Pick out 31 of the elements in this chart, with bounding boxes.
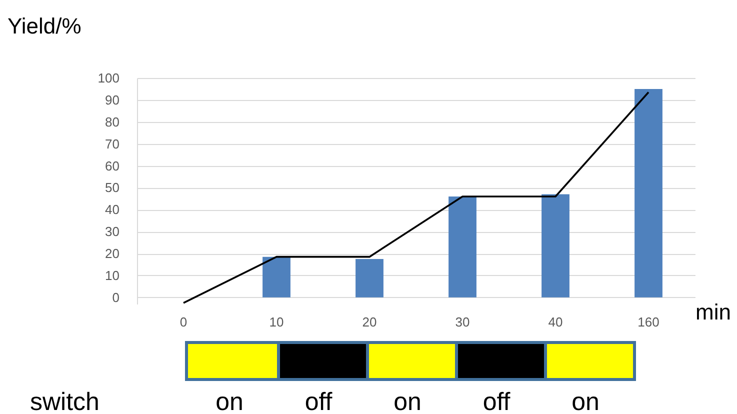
- bar: [356, 259, 384, 298]
- text: off: [304, 388, 334, 414]
- y-tick-label: 30: [105, 224, 120, 240]
- text: on: [214, 388, 244, 414]
- text: on: [570, 388, 600, 414]
- y-tick-label: 90: [105, 92, 120, 108]
- bar: [542, 194, 570, 298]
- x-tick-label: 0: [180, 314, 188, 330]
- text: off: [482, 388, 512, 414]
- x-tick-label: 20: [362, 314, 377, 330]
- y-tick-label: 80: [105, 114, 120, 130]
- line-series: [182, 91, 650, 304]
- x-tick-label: 30: [455, 314, 470, 330]
- y-tick-label: 50: [105, 180, 120, 196]
- text: on: [392, 388, 422, 414]
- x-tick-label: 10: [269, 314, 284, 330]
- bar: [634, 88, 662, 298]
- y-tick-label: 20: [105, 246, 120, 262]
- y-tick-label: 60: [105, 158, 120, 174]
- bar: [448, 196, 476, 298]
- bar: [262, 256, 290, 298]
- y-tick-label: 100: [98, 70, 120, 86]
- y-tick-label: 10: [105, 268, 120, 283]
- y-tick-label: 0: [112, 290, 120, 305]
- x-tick-label: 40: [548, 314, 563, 330]
- x-axis-title: min: [696, 300, 731, 324]
- y-tick-label: 40: [105, 202, 120, 218]
- y-axis-title: Yield/%: [8, 14, 82, 38]
- x-tick-label: 160: [638, 314, 660, 330]
- y-tick-label: 70: [105, 136, 120, 152]
- text: switch: [30, 388, 100, 414]
